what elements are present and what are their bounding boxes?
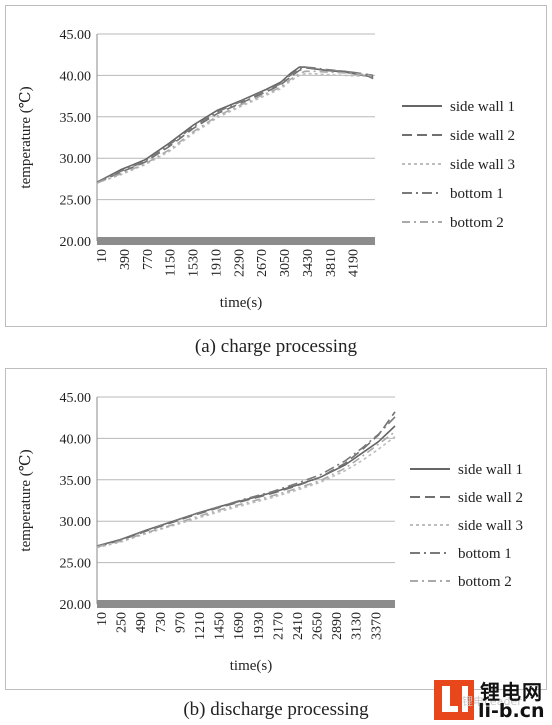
chart-a-x-tick-label: 1150 <box>164 249 179 276</box>
chart-b-x-axis-title: time(s) <box>230 658 273 674</box>
chart-b-x-tick-label: 2170 <box>271 612 286 640</box>
chart-b-y-tick-label: 25.00 <box>60 557 92 572</box>
watermark-faint-text: 锂电Leader <box>462 695 522 708</box>
chart-a-series-line-5 <box>96 70 374 184</box>
chart-b-legend-label: side wall 3 <box>458 518 523 534</box>
chart-b-group: 20.00 25.00 30.00 35.00 40.00 45.00 10 250 490 73… <box>18 391 523 674</box>
chart-b-y-tick-label: 35.00 <box>60 474 92 489</box>
chart-b-y-tick-label: 45.00 <box>60 391 92 406</box>
chart-b-legend-label: bottom 2 <box>458 574 512 590</box>
chart-b-legend-label: side wall 2 <box>458 490 523 506</box>
chart-a-x-tick-label: 4190 <box>347 249 362 277</box>
chart-b-x-tick-label: 490 <box>134 612 149 633</box>
chart-a-series-line-4 <box>96 66 374 183</box>
watermark-url-text: li-b.cn <box>478 700 545 722</box>
chart-a-x-tick-label: 3050 <box>278 249 293 277</box>
chart-a-series-line-3 <box>96 72 374 184</box>
chart-b-x-tick-label: 2410 <box>291 612 306 640</box>
chart-a-series-line-2 <box>96 67 374 184</box>
chart-a-legend-label: bottom 1 <box>450 186 504 202</box>
chart-a-x-tick-label: 3810 <box>324 249 339 277</box>
chart-a-x-tick-label: 1530 <box>187 249 202 277</box>
chart-b-x-tick-label: 730 <box>154 612 169 633</box>
caption-a: (a) charge processing <box>194 336 358 357</box>
watermark-logo-icon <box>434 680 474 720</box>
chart-a-frame <box>5 5 547 327</box>
chart-b-series-line-5 <box>96 431 396 548</box>
chart-b-series-line-1 <box>96 425 396 547</box>
chart-b-series-line-2 <box>96 411 396 548</box>
chart-a-y-tick-label: 20.00 <box>60 235 92 250</box>
chart-b-x-tick-label: 3370 <box>369 612 384 640</box>
chart-b-series-line-4 <box>96 416 396 547</box>
chart-b-x-tick-label: 970 <box>173 612 188 633</box>
chart-a-legend-label: side wall 3 <box>450 157 515 173</box>
chart-a-x-tick-label: 3430 <box>301 249 316 277</box>
chart-a-x-tick-label: 10 <box>95 249 110 263</box>
chart-b-x-tick-label: 1930 <box>252 612 267 640</box>
chart-a-y-axis-title: temperature (℃) <box>18 86 34 188</box>
chart-b-x-tick-label: 3130 <box>350 612 365 640</box>
chart-b-x-tick-label: 1210 <box>193 612 208 640</box>
chart-a-group: 20.00 25.00 30.00 35.00 40.00 45.00 10 390 770 11… <box>18 28 515 311</box>
chart-a-x-axis <box>97 237 375 245</box>
chart-a-y-tick-label: 30.00 <box>60 152 92 167</box>
chart-a-x-tick-label: 1910 <box>209 249 224 277</box>
chart-a-legend-label: side wall 1 <box>450 99 515 115</box>
watermark: 锂电Leader 锂电网 li-b.cn <box>434 676 552 725</box>
chart-b-x-tick-label: 2650 <box>311 612 326 640</box>
chart-b-y-tick-label: 20.00 <box>60 598 92 613</box>
chart-a-y-tick-label: 35.00 <box>60 111 92 126</box>
chart-b-x-tick-label: 1690 <box>232 612 247 640</box>
chart-a-x-tick-label: 2670 <box>255 249 270 277</box>
chart-b-x-tick-label: 250 <box>115 612 130 633</box>
chart-b-legend-label: side wall 1 <box>458 462 523 478</box>
chart-a-legend-label: bottom 2 <box>450 215 504 231</box>
chart-b-y-tick-label: 30.00 <box>60 515 92 530</box>
chart-a-y-tick-label: 25.00 <box>60 194 92 209</box>
chart-a-x-tick-label: 390 <box>118 249 133 270</box>
chart-b-frame <box>5 368 547 690</box>
chart-b-x-tick-label: 1450 <box>213 612 228 640</box>
chart-a-y-tick-label: 45.00 <box>60 28 92 43</box>
chart-b-x-axis <box>97 600 395 608</box>
chart-b-x-tick-label: 2890 <box>330 612 345 640</box>
chart-b-y-axis-title: temperature (℃) <box>18 449 34 551</box>
chart-a-y-tick-label: 40.00 <box>60 69 92 84</box>
chart-a-legend-label: side wall 2 <box>450 128 515 144</box>
chart-b-y-tick-label: 40.00 <box>60 432 92 447</box>
chart-b-legend-label: bottom 1 <box>458 546 512 562</box>
chart-a-x-axis-title: time(s) <box>220 295 263 311</box>
caption-b: (b) discharge processing <box>183 699 369 720</box>
chart-a-x-tick-label: 2290 <box>232 249 247 277</box>
chart-b-x-tick-label: 10 <box>95 612 110 626</box>
watermark-cn-text: 锂电网 <box>480 680 543 704</box>
chart-a-x-tick-label: 770 <box>141 249 156 270</box>
